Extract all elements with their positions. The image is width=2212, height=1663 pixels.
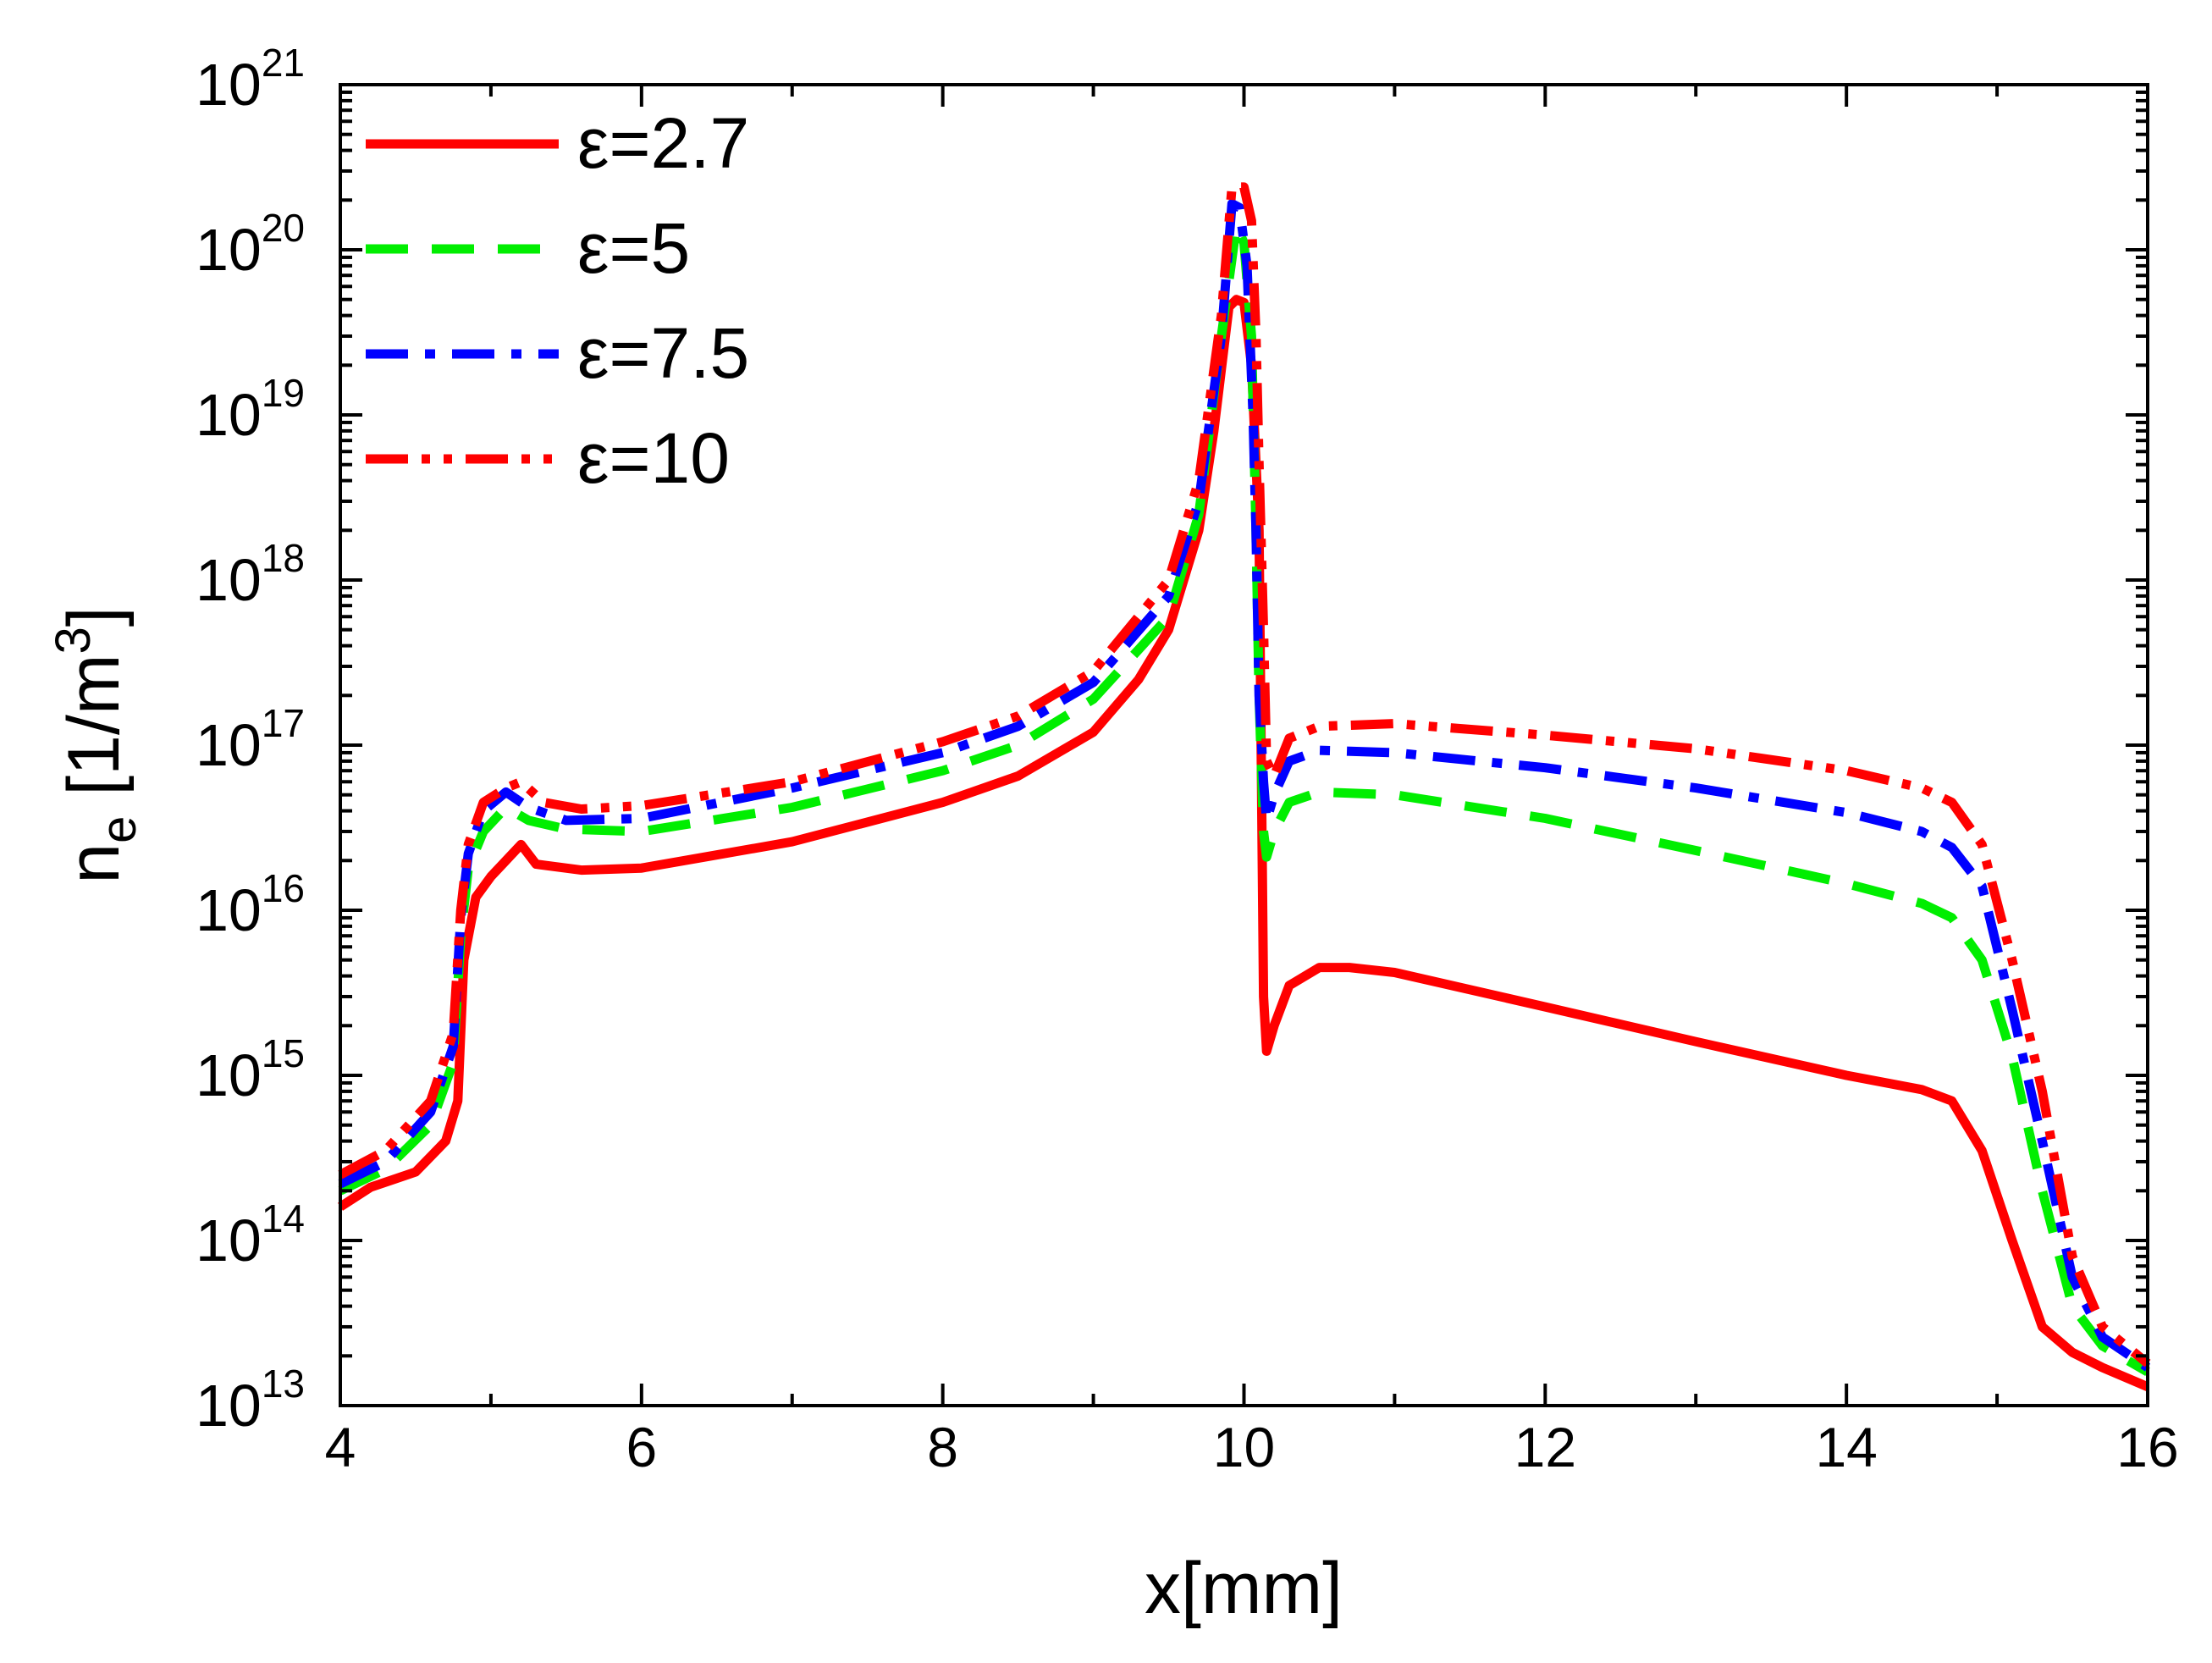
legend: ε=2.7 ε=5 ε=7.5 ε=10 (366, 103, 749, 498)
y-axis-label-base: n (53, 843, 135, 884)
y-tick-label: 1013 (196, 1362, 305, 1439)
x-tick-label: 6 (626, 1416, 657, 1478)
series-line-4 (338, 182, 2151, 1367)
x-tick-label: 8 (927, 1416, 958, 1478)
y-tick-labels: 1013 1014 1015 1016 1017 1018 1019 1020 1021 (196, 41, 305, 1439)
x-tick-labels: 4 6 8 10 12 14 16 (325, 1416, 2179, 1478)
series-line-3 (338, 199, 2151, 1372)
y-axis-label-unit-close: ] (53, 606, 135, 627)
x-tick-label: 12 (1514, 1416, 1576, 1478)
x-tick-label: 16 (2116, 1416, 2178, 1478)
legend-label-3: ε=7.5 (577, 313, 749, 393)
y-axis-label-unit: [1/m (53, 654, 135, 815)
x-tick-label: 14 (1815, 1416, 1877, 1478)
y-axis-label-subscript: e (91, 816, 146, 843)
legend-label-4: ε=10 (577, 418, 730, 498)
series-line-2 (338, 221, 2150, 1376)
x-tick-label: 4 (325, 1416, 356, 1478)
x-tick-label: 10 (1213, 1416, 1275, 1478)
y-tick-label: 1017 (196, 701, 305, 778)
y-tick-label: 1016 (196, 866, 305, 943)
legend-label-2: ε=5 (577, 208, 690, 288)
y-axis-label-superscript: 3 (46, 627, 101, 654)
y-tick-label: 1020 (196, 206, 305, 283)
y-tick-label: 1015 (196, 1031, 305, 1108)
x-axis-label: x[mm] (1145, 1548, 1343, 1629)
y-tick-label: 1019 (196, 371, 305, 448)
tick-layer (339, 83, 2149, 1407)
y-axis-label: ne [1/m3] (46, 606, 146, 883)
series-layer (338, 182, 2151, 1391)
legend-label-1: ε=2.7 (577, 103, 749, 183)
y-tick-label: 1021 (196, 41, 305, 118)
series-line-1 (338, 295, 2150, 1391)
y-tick-label: 1018 (196, 536, 305, 613)
y-tick-label: 1014 (196, 1196, 305, 1273)
